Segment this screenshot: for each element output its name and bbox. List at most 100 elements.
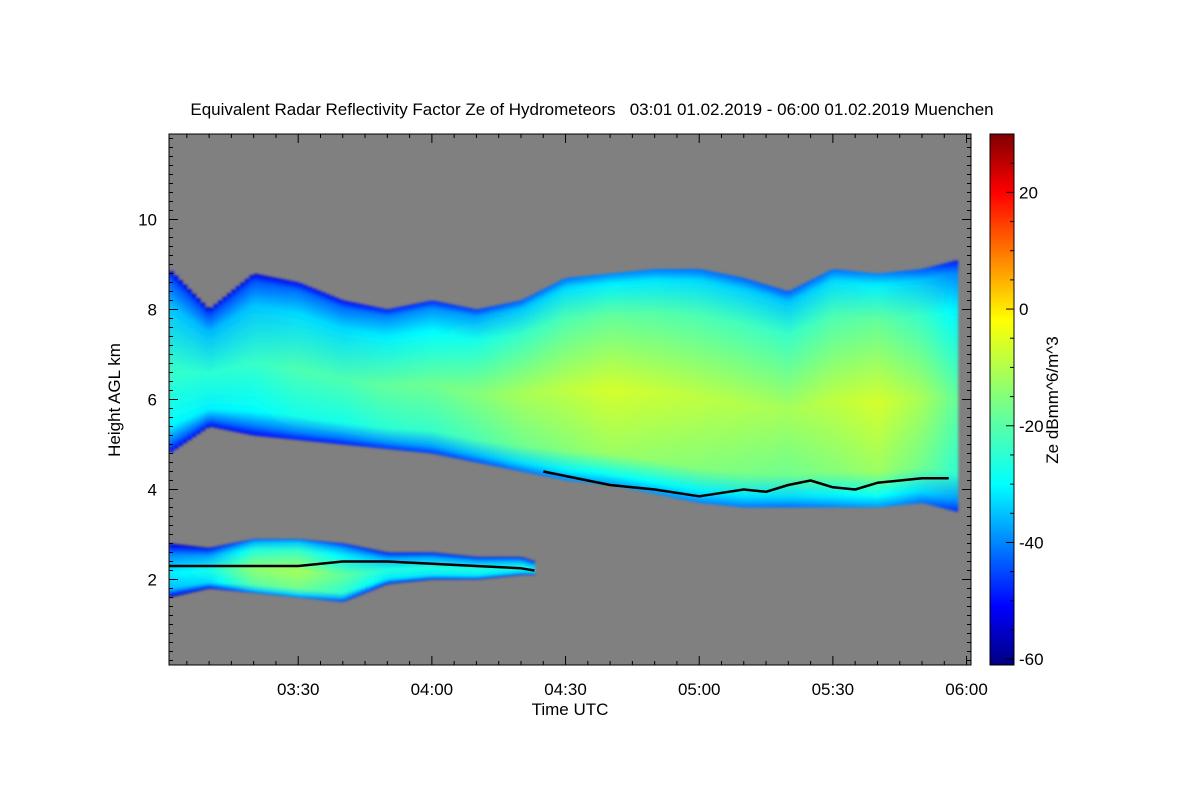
echo-column	[485, 307, 491, 465]
echo-column	[182, 284, 188, 443]
echo-column	[418, 552, 424, 581]
echo-column	[832, 269, 838, 508]
echo-column	[538, 290, 544, 476]
echo-column	[855, 271, 861, 508]
echo-column	[440, 302, 446, 456]
echo-column	[583, 275, 589, 483]
x-tick-label: 05:30	[812, 680, 855, 699]
x-tick-label: 05:00	[678, 680, 721, 699]
echo-column	[173, 544, 179, 596]
echo-column	[494, 305, 500, 467]
echo-column	[512, 301, 518, 471]
melting-layer-lines	[169, 470, 949, 572]
echo-column	[316, 290, 322, 443]
echo-column	[182, 545, 188, 594]
echo-column	[436, 301, 442, 455]
echo-column	[512, 557, 518, 576]
echo-column	[489, 306, 495, 466]
echo-column	[253, 273, 259, 436]
echo-column	[418, 302, 424, 453]
echo-column	[886, 272, 892, 507]
echo-column	[921, 268, 928, 504]
echo-column	[930, 266, 936, 506]
echo-column	[431, 300, 437, 454]
echo-column	[454, 305, 460, 459]
echo-column	[342, 543, 348, 602]
echo-column	[427, 300, 433, 454]
echo-column	[351, 545, 357, 598]
echo-column	[917, 269, 923, 504]
colorbar-tick-label: 20	[1019, 183, 1038, 202]
echo-column	[467, 556, 473, 580]
echo-column	[601, 274, 607, 485]
echo-column	[244, 278, 250, 435]
y-tick-label: 10	[138, 211, 157, 230]
echo-column	[717, 273, 723, 506]
echo-column	[699, 269, 705, 504]
echo-column	[454, 554, 460, 580]
echo-column	[307, 287, 313, 442]
echo-column	[347, 544, 353, 600]
echo-column	[311, 540, 317, 600]
echo-column	[414, 303, 420, 452]
echo-column	[619, 272, 625, 488]
echo-column	[387, 552, 393, 584]
echo-column	[516, 300, 522, 472]
echo-column	[681, 269, 687, 500]
echo-column	[743, 278, 749, 508]
echo-column	[948, 261, 954, 511]
echo-column	[543, 288, 549, 477]
echo-column	[271, 277, 277, 438]
echo-column	[841, 270, 847, 508]
echo-column	[284, 539, 290, 597]
echo-column	[378, 308, 384, 449]
echo-column	[480, 557, 486, 579]
x-tick-label: 06:00	[945, 680, 988, 699]
echo-column	[712, 272, 718, 505]
echo-column	[373, 307, 380, 448]
echo-column	[458, 306, 464, 460]
echo-column	[231, 289, 237, 432]
echo-column	[396, 552, 402, 583]
echo-column	[877, 273, 883, 508]
echo-column	[913, 269, 919, 504]
y-tick-label: 2	[148, 571, 157, 590]
echo-column	[659, 269, 665, 496]
echo-column	[360, 547, 366, 594]
echo-column	[592, 275, 598, 484]
echo-column	[400, 552, 406, 583]
x-axis: 03:30 04:00 04:30 05:00 05:30 06:00	[186, 134, 988, 699]
echo-column	[356, 546, 362, 596]
echo-column	[449, 304, 455, 458]
echo-column	[525, 297, 531, 473]
melting-layer-line-2	[169, 560, 535, 572]
echo-column	[427, 552, 433, 580]
echo-column	[864, 272, 870, 508]
echo-column	[191, 293, 197, 437]
echo-column	[200, 547, 206, 590]
echo-column	[387, 309, 393, 450]
echo-column	[235, 286, 241, 433]
echo-column	[405, 305, 411, 452]
echo-column	[302, 539, 308, 599]
echo-column	[409, 304, 415, 452]
echo-column	[173, 275, 179, 449]
y-tick-label: 4	[148, 481, 157, 500]
echo-column	[204, 547, 210, 589]
echo-column	[476, 309, 482, 463]
echo-column	[431, 552, 437, 580]
echo-column	[378, 551, 384, 587]
echo-column	[333, 297, 339, 444]
y-axis: 2 4 6 8 10	[138, 138, 971, 661]
colorbar-tick-label: -20	[1019, 417, 1044, 436]
echo-column	[329, 296, 335, 444]
echo-column	[587, 275, 593, 483]
echo-column	[249, 275, 255, 436]
echo-column	[289, 281, 295, 440]
echo-column	[186, 289, 192, 440]
echo-column	[520, 299, 527, 472]
echo-column	[819, 274, 825, 508]
echo-column	[373, 550, 380, 589]
echo-column	[899, 271, 905, 506]
colorbar-label: Ze dBmm^6/m^3	[1043, 336, 1062, 463]
